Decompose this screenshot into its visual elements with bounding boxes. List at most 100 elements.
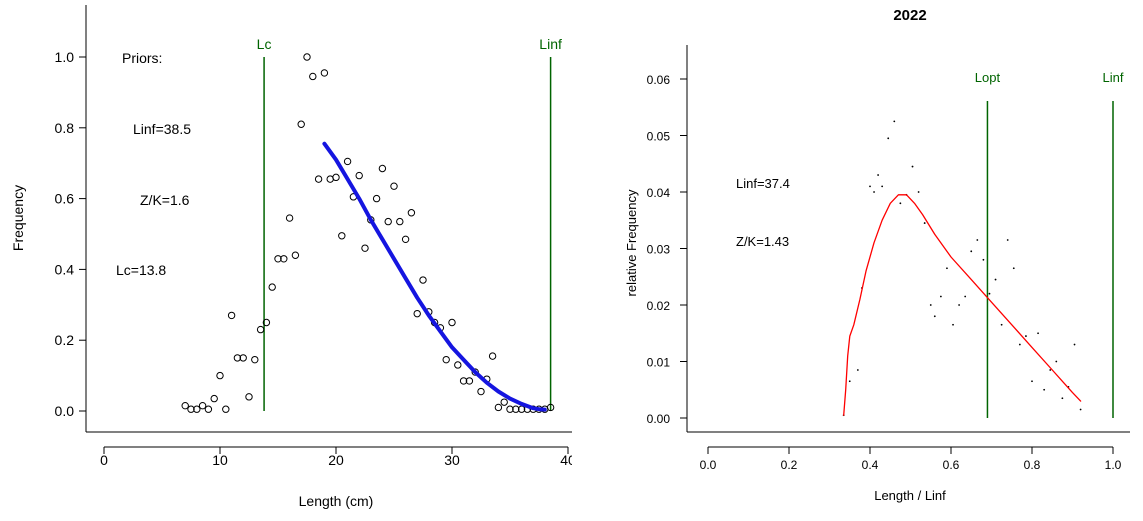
left-data-point: [239, 354, 247, 362]
length-frequency-chart: Priors: Linf=38.5 Z/K=1.6 Lc=13.8 Length…: [10, 5, 572, 509]
right-data-point: [939, 295, 942, 298]
right-data-point: [1061, 397, 1064, 400]
relative-frequency-chart: 2022 Linf=37.4 Z/K=1.43 Length / Linf re…: [624, 7, 1130, 503]
right-data-point: [917, 191, 920, 193]
left-data-point: [320, 69, 329, 77]
right-data-point: [1018, 343, 1021, 346]
left-data-point: [384, 217, 392, 226]
right-vline-label-linf: Linf: [1103, 70, 1124, 85]
right-data-point: [899, 202, 902, 205]
right-y-tick-label: 0.06: [647, 73, 671, 87]
left-data-point: [285, 214, 294, 222]
left-data-point: [465, 377, 474, 385]
right-data-point: [994, 278, 997, 281]
right-data-point: [887, 137, 890, 140]
right-y-tick-label: 0.05: [647, 130, 671, 144]
right-data-point: [1079, 408, 1082, 411]
right-data-point: [982, 258, 985, 261]
right-data-point: [1049, 369, 1052, 371]
left-data-point: [256, 325, 265, 334]
left-y-axis-label: Frequency: [10, 185, 26, 251]
right-data-point: [1006, 239, 1009, 241]
right-data-point: [893, 120, 896, 123]
right-data-point: [911, 165, 914, 168]
right-y-tick-label: 0.02: [647, 299, 671, 313]
left-data-point: [448, 318, 456, 327]
left-data-point: [291, 251, 300, 259]
left-x-tick-label: 40: [560, 452, 572, 468]
right-y-axis-label: relative Frequency: [624, 189, 639, 296]
left-data-point: [413, 309, 421, 318]
right-y-tick-label: 0.00: [647, 412, 671, 426]
right-x-tick-label: 0.2: [781, 458, 798, 472]
right-data-point: [881, 185, 884, 188]
right-data-point: [848, 380, 851, 383]
left-data-point: [454, 361, 462, 369]
right-data-point: [873, 191, 875, 193]
left-data-point: [216, 371, 224, 380]
right-data-point: [1073, 343, 1076, 346]
right-y-tick-label: 0.01: [647, 356, 671, 370]
left-data-point: [500, 398, 508, 406]
left-x-tick-label: 20: [328, 452, 344, 468]
right-x-tick-label: 0.8: [1024, 458, 1041, 472]
left-fitted-curve: [322, 141, 547, 412]
left-data-point: [274, 255, 282, 263]
left-data-point: [303, 53, 311, 61]
right-data-point: [1055, 360, 1058, 363]
right-data-point: [1000, 323, 1003, 326]
left-x-tick-label: 30: [444, 452, 460, 468]
left-data-point: [396, 217, 404, 226]
left-data-point: [193, 405, 201, 413]
right-data-point: [988, 292, 991, 295]
left-data-point: [280, 255, 288, 263]
left-data-point: [210, 394, 218, 403]
right-data-point: [970, 250, 973, 253]
left-data-point: [309, 72, 317, 81]
left-data-point: [488, 352, 497, 360]
left-data-point: [512, 405, 520, 413]
left-data-point: [262, 318, 271, 327]
right-annotation-linf: Linf=37.4: [736, 176, 790, 191]
right-y-tick-label: 0.04: [647, 186, 671, 200]
left-vline-label-lc: Lc: [257, 36, 272, 52]
left-annotation-lc: Lc=13.8: [116, 262, 166, 278]
left-data-point: [546, 403, 555, 412]
right-x-tick-label: 1.0: [1105, 458, 1122, 472]
right-x-tick-label: 0.6: [943, 458, 960, 472]
right-data-point: [976, 239, 979, 241]
left-data-point: [390, 182, 398, 190]
left-data-point: [204, 405, 213, 413]
left-data-point: [471, 368, 479, 376]
left-vline-label-linf: Linf: [539, 36, 562, 52]
right-data-point: [1012, 267, 1015, 270]
left-data-point: [459, 377, 468, 385]
left-y-tick-label: 0.6: [55, 191, 75, 207]
right-y-tick-label: 0.03: [647, 243, 671, 257]
left-data-point: [378, 164, 387, 173]
left-data-point: [506, 405, 514, 413]
right-chart-title: 2022: [893, 7, 926, 24]
left-data-point: [332, 173, 340, 182]
left-data-point: [419, 276, 427, 284]
right-data-point: [869, 185, 871, 188]
left-data-point: [198, 401, 207, 410]
left-x-tick-label: 0: [100, 452, 108, 468]
right-data-point: [1037, 332, 1039, 335]
right-vline-label-lopt: Lopt: [975, 70, 1001, 85]
left-data-point: [222, 405, 230, 413]
right-fitted-curve: [843, 194, 1082, 416]
left-data-point: [245, 393, 253, 401]
left-data-point: [227, 311, 236, 320]
left-y-tick-label: 0.0: [55, 403, 75, 419]
right-data-point: [964, 295, 967, 298]
right-x-tick-label: 0.0: [700, 458, 717, 472]
left-data-point: [372, 194, 381, 203]
right-data-point: [1025, 335, 1027, 337]
right-data-point: [929, 304, 932, 306]
left-data-point: [297, 120, 305, 128]
left-data-point: [314, 175, 323, 183]
right-data-point: [1043, 388, 1046, 391]
left-data-point: [181, 401, 189, 410]
left-data-point: [268, 283, 276, 291]
